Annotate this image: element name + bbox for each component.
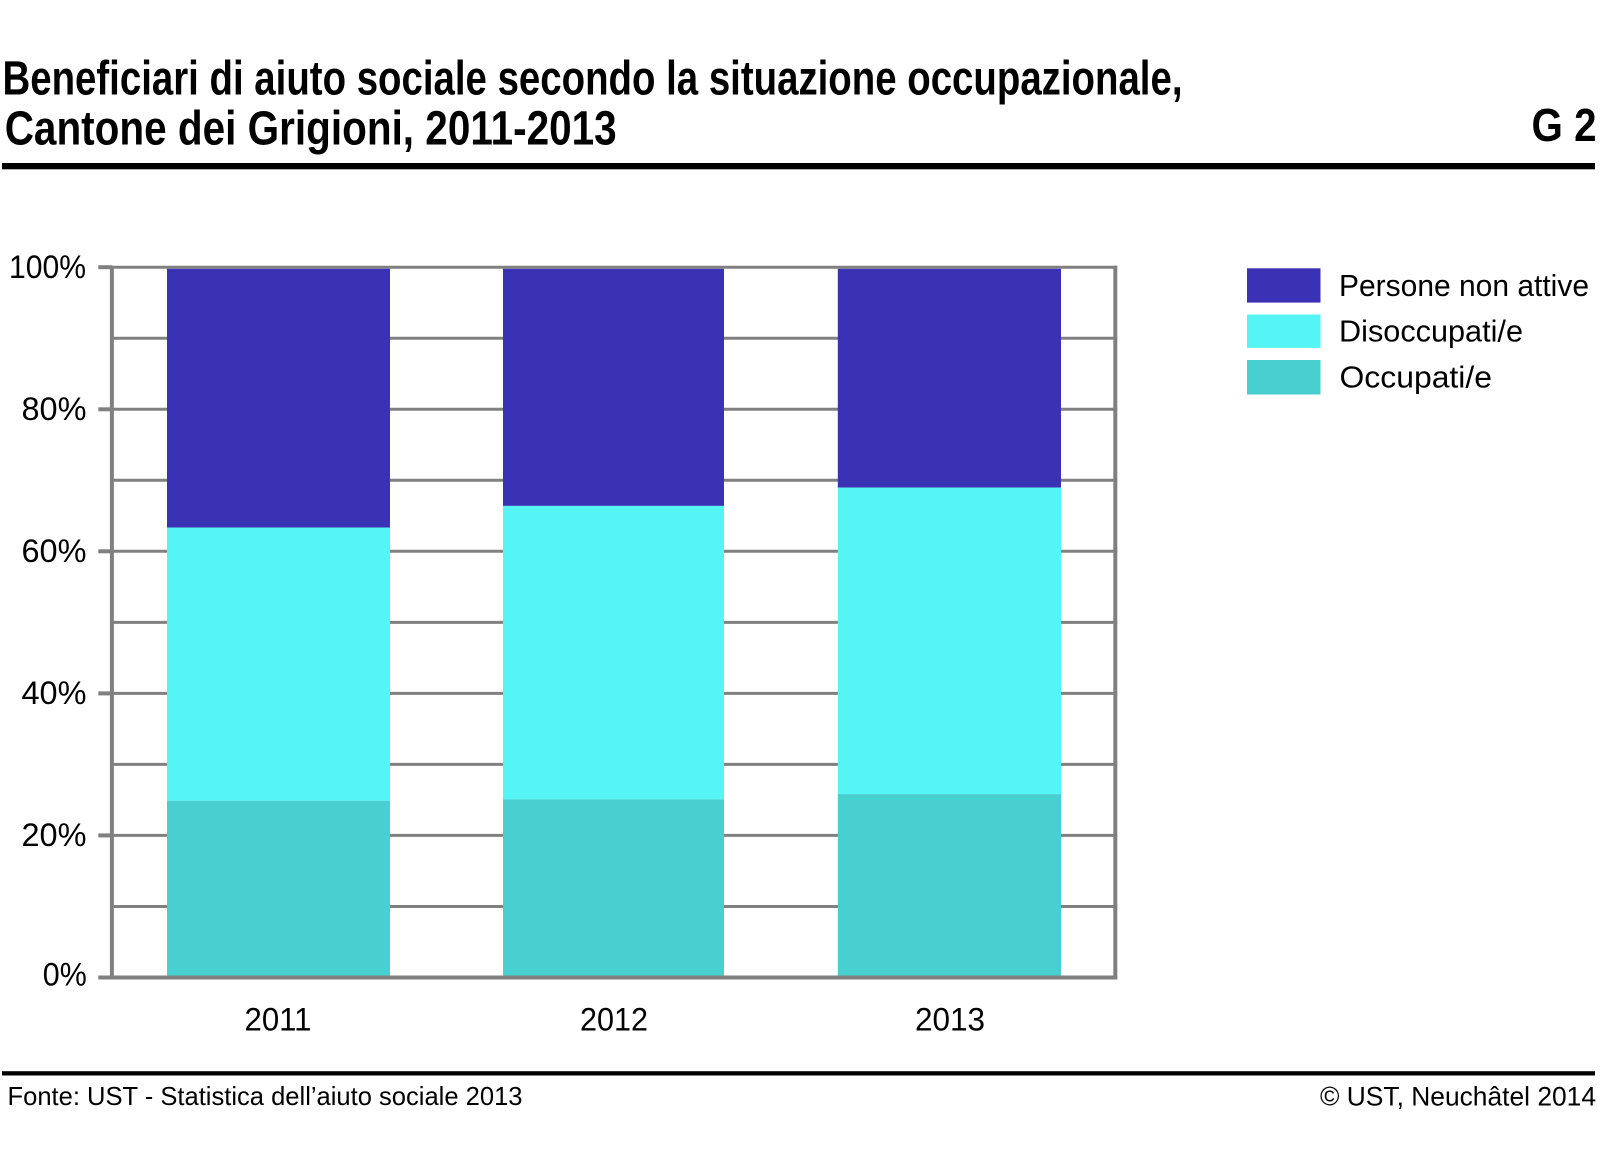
svg-text:60%: 60%: [22, 533, 87, 569]
svg-text:40%: 40%: [22, 675, 87, 711]
svg-text:Occupati/e: Occupati/e: [1340, 360, 1493, 395]
svg-text:0%: 0%: [43, 957, 87, 993]
svg-text:© UST, Neuchâtel 2014: © UST, Neuchâtel 2014: [1320, 1082, 1596, 1112]
svg-text:Cantone dei Grigioni, 2011-201: Cantone dei Grigioni, 2011-2013: [5, 103, 617, 156]
svg-text:Persone non attive: Persone non attive: [1339, 268, 1589, 303]
svg-text:80%: 80%: [22, 391, 87, 427]
svg-text:2011: 2011: [245, 1002, 312, 1038]
svg-text:G 2: G 2: [1532, 99, 1597, 151]
svg-text:Beneficiari di aiuto sociale s: Beneficiari di aiuto sociale secondo la …: [3, 53, 1183, 106]
svg-text:2012: 2012: [580, 1002, 648, 1038]
svg-text:2013: 2013: [915, 1002, 985, 1038]
svg-text:100%: 100%: [9, 249, 86, 285]
svg-text:Disoccupati/e: Disoccupati/e: [1339, 314, 1523, 349]
svg-text:Fonte: UST - Statistica dell’a: Fonte: UST - Statistica dell’aiuto socia…: [8, 1081, 523, 1111]
svg-text:20%: 20%: [22, 817, 87, 853]
